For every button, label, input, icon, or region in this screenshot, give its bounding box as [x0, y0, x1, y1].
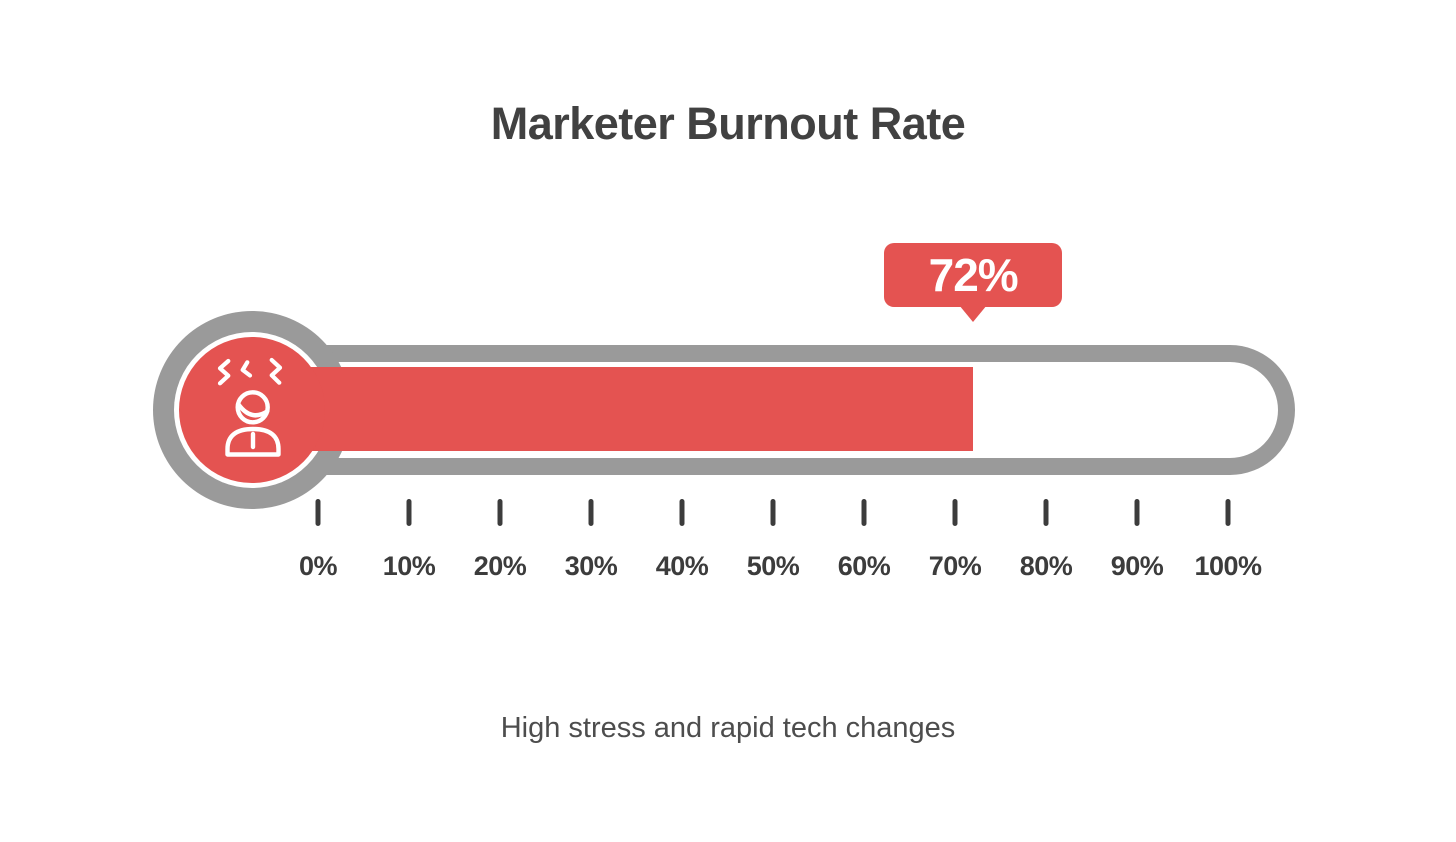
tick-mark: [588, 499, 594, 526]
tick-label: 80%: [1019, 551, 1073, 581]
tick-label: 90%: [1110, 551, 1164, 581]
tick-label: 100%: [1194, 551, 1262, 581]
stress-zap-middle: [240, 360, 253, 378]
callout-pointer-icon: [959, 305, 988, 322]
tick-mark: [861, 499, 867, 526]
chart-title: Marketer Burnout Rate: [490, 98, 966, 149]
tick-label: 50%: [746, 551, 800, 581]
stressed-person-icon: [217, 357, 283, 457]
person-head: [235, 390, 270, 425]
chart-subtitle: High stress and rapid tech changes: [500, 712, 956, 744]
thermometer-bulb: [179, 337, 325, 483]
tick-mark: [770, 499, 776, 526]
thermometer-fill: [300, 367, 974, 451]
value-callout: 72%: [884, 243, 1063, 322]
person-body: [225, 426, 281, 457]
person-hair: [236, 401, 270, 418]
tick-mark: [497, 499, 503, 526]
tick-label: 30%: [564, 551, 618, 581]
tick-label: 0%: [298, 551, 338, 581]
tick-label: 60%: [837, 551, 891, 581]
tick-mark: [952, 499, 958, 526]
tick-mark: [679, 499, 685, 526]
tick-mark: [1043, 499, 1049, 526]
tick-mark: [1225, 499, 1231, 526]
stress-zap-right: [269, 357, 283, 385]
stress-zap-left: [217, 358, 231, 386]
tick-label: 70%: [928, 551, 982, 581]
tick-mark: [315, 499, 321, 526]
tick-mark: [406, 499, 412, 526]
tick-label: 40%: [655, 551, 709, 581]
tick-label: 10%: [382, 551, 436, 581]
tick-label: 20%: [473, 551, 527, 581]
tick-mark: [1134, 499, 1140, 526]
value-label: 72%: [928, 249, 1019, 301]
